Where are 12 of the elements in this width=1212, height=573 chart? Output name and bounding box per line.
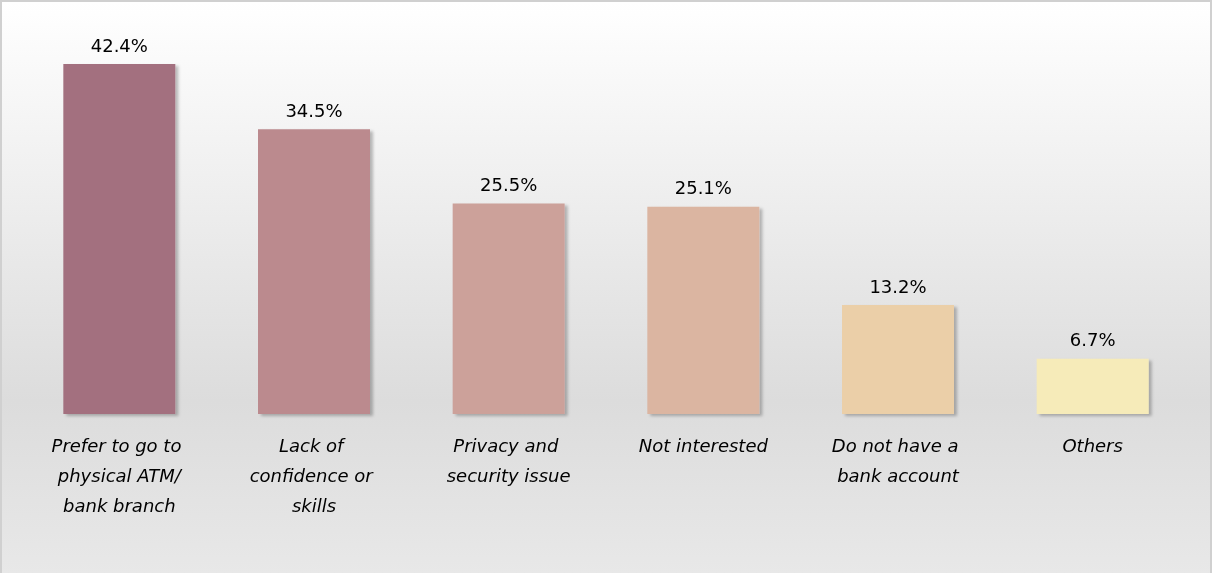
- data-label: 34.5%: [285, 99, 343, 121]
- data-label: 42.4%: [90, 34, 148, 56]
- x-tick-label: Prefer to go to physical ATM/bank branch: [51, 434, 188, 516]
- data-label: 25.5%: [480, 174, 538, 195]
- x-tick-label: Lack of confidence or skills: [249, 434, 379, 516]
- data-label: 6.7%: [1069, 329, 1116, 351]
- data-label: 25.1%: [674, 177, 732, 199]
- x-tick-label: Others: [1062, 434, 1123, 456]
- x-tick-label: Not interested: [638, 434, 769, 456]
- data-label: 13.2%: [869, 275, 927, 297]
- x-tick-label: Do not have a bank account: [831, 434, 965, 486]
- x-tick-label: Privacy and security issue: [446, 434, 571, 486]
